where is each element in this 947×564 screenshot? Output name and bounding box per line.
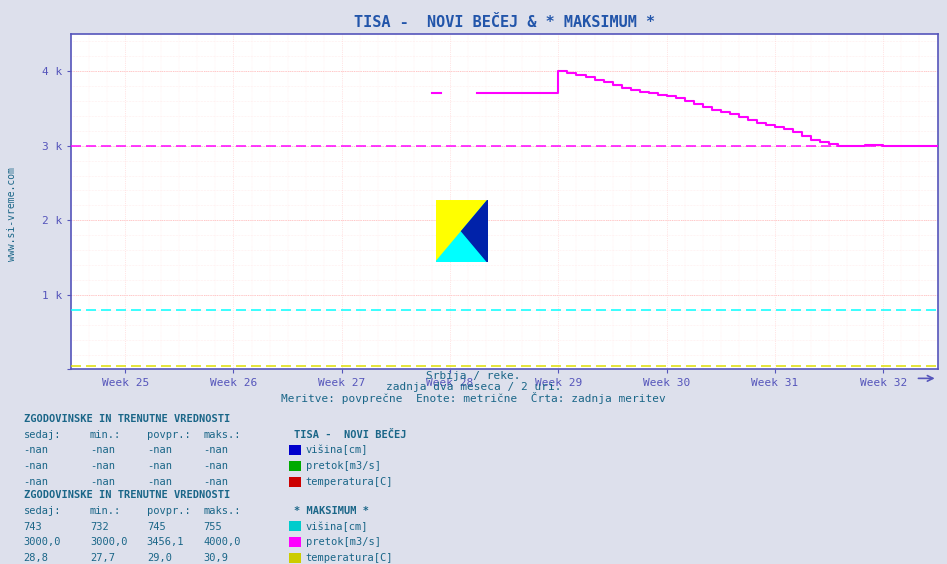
Text: www.si-vreme.com: www.si-vreme.com xyxy=(8,168,17,261)
Text: 30,9: 30,9 xyxy=(204,553,228,563)
Text: 4000,0: 4000,0 xyxy=(204,537,241,548)
Text: maks.:: maks.: xyxy=(204,430,241,440)
Text: 3000,0: 3000,0 xyxy=(90,537,128,548)
Text: ZGODOVINSKE IN TRENUTNE VREDNOSTI: ZGODOVINSKE IN TRENUTNE VREDNOSTI xyxy=(24,490,230,500)
Text: -nan: -nan xyxy=(147,461,171,472)
Text: sedaj:: sedaj: xyxy=(24,430,62,440)
Text: višina[cm]: višina[cm] xyxy=(306,521,368,532)
Text: pretok[m3/s]: pretok[m3/s] xyxy=(306,537,381,548)
Text: -nan: -nan xyxy=(204,461,228,472)
Text: -nan: -nan xyxy=(90,461,115,472)
Text: min.:: min.: xyxy=(90,430,121,440)
Text: -nan: -nan xyxy=(90,446,115,456)
Text: 745: 745 xyxy=(147,522,166,532)
Text: višina[cm]: višina[cm] xyxy=(306,445,368,456)
Text: 3000,0: 3000,0 xyxy=(24,537,62,548)
Text: maks.:: maks.: xyxy=(204,506,241,516)
Text: min.:: min.: xyxy=(90,506,121,516)
Text: zadnja dva meseca / 2 uri.: zadnja dva meseca / 2 uri. xyxy=(385,382,562,393)
Text: -nan: -nan xyxy=(147,446,171,456)
Text: povpr.:: povpr.: xyxy=(147,430,190,440)
Text: -nan: -nan xyxy=(147,477,171,487)
Text: Srbija / reke.: Srbija / reke. xyxy=(426,371,521,381)
Text: temperatura[C]: temperatura[C] xyxy=(306,477,393,487)
Text: -nan: -nan xyxy=(204,477,228,487)
Text: 743: 743 xyxy=(24,522,43,532)
Text: -nan: -nan xyxy=(90,477,115,487)
Text: -nan: -nan xyxy=(24,461,48,472)
Text: -nan: -nan xyxy=(204,446,228,456)
Text: sedaj:: sedaj: xyxy=(24,506,62,516)
Polygon shape xyxy=(436,200,488,262)
Text: temperatura[C]: temperatura[C] xyxy=(306,553,393,563)
Text: Meritve: povprečne  Enote: metrične  Črta: zadnja meritev: Meritve: povprečne Enote: metrične Črta:… xyxy=(281,391,666,404)
Text: * MAKSIMUM *: * MAKSIMUM * xyxy=(294,506,368,516)
Text: pretok[m3/s]: pretok[m3/s] xyxy=(306,461,381,472)
Text: TISA -  NOVI BEČEJ: TISA - NOVI BEČEJ xyxy=(294,430,406,440)
Text: 29,0: 29,0 xyxy=(147,553,171,563)
Text: -nan: -nan xyxy=(24,446,48,456)
Text: 755: 755 xyxy=(204,522,223,532)
Text: 3456,1: 3456,1 xyxy=(147,537,185,548)
Title: TISA -  NOVI BEČEJ & * MAKSIMUM *: TISA - NOVI BEČEJ & * MAKSIMUM * xyxy=(354,15,654,30)
Polygon shape xyxy=(436,200,488,262)
Text: 732: 732 xyxy=(90,522,109,532)
Text: ZGODOVINSKE IN TRENUTNE VREDNOSTI: ZGODOVINSKE IN TRENUTNE VREDNOSTI xyxy=(24,414,230,424)
Text: -nan: -nan xyxy=(24,477,48,487)
Text: 28,8: 28,8 xyxy=(24,553,48,563)
Text: povpr.:: povpr.: xyxy=(147,506,190,516)
Polygon shape xyxy=(462,200,488,262)
Text: 27,7: 27,7 xyxy=(90,553,115,563)
